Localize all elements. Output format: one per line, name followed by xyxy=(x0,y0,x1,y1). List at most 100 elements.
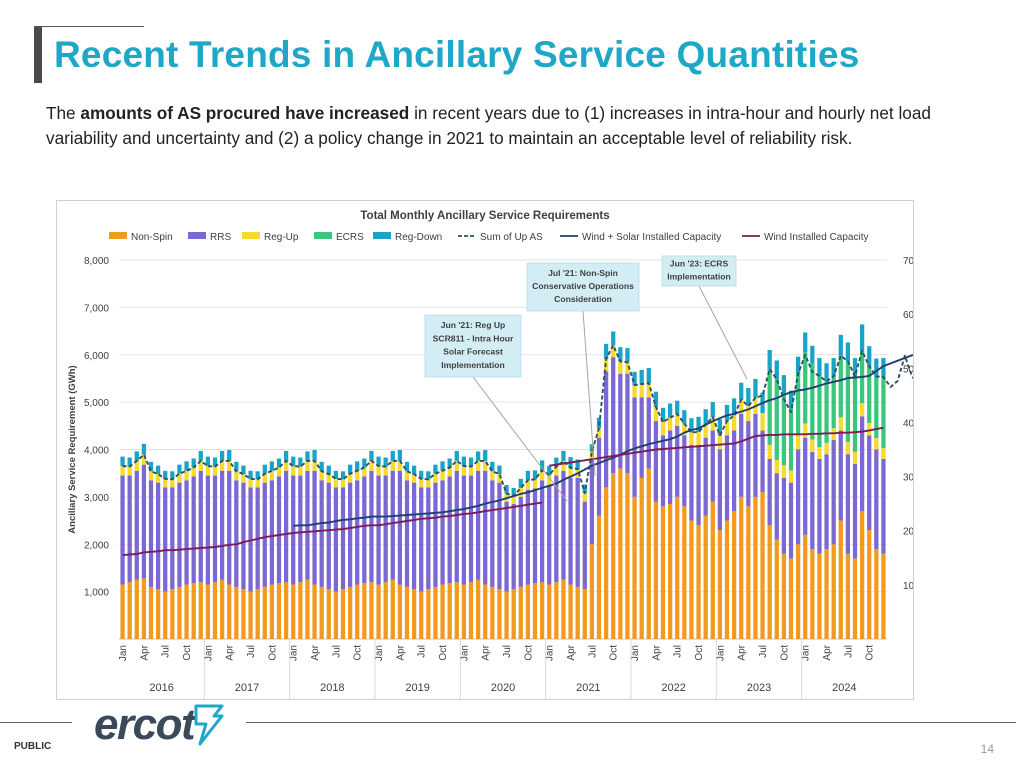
annotation-text: Solar Forecast xyxy=(443,347,503,357)
bar-non-spin xyxy=(852,558,858,639)
bar-reg-down xyxy=(838,334,843,356)
bar-reg-down xyxy=(497,465,502,475)
bar-reg-down xyxy=(582,484,587,494)
bar-reg-down xyxy=(710,402,715,418)
bar-reg-up xyxy=(170,479,175,488)
bar-reg-up xyxy=(234,471,239,481)
bar-rrs xyxy=(291,475,296,585)
bar-reg-up xyxy=(155,474,161,483)
bar-non-spin xyxy=(426,589,431,639)
x-year-label: 2023 xyxy=(747,682,771,694)
bar-rrs xyxy=(397,470,403,585)
bar-rrs xyxy=(831,440,836,545)
bar-reg-up xyxy=(212,466,218,476)
bar-reg-up xyxy=(319,471,324,481)
bar-rrs xyxy=(269,480,275,585)
bar-non-spin xyxy=(205,584,211,639)
bar-rrs xyxy=(682,435,687,507)
bar-reg-up xyxy=(454,460,459,471)
bar-non-spin xyxy=(490,586,495,639)
bar-reg-down xyxy=(141,443,147,455)
x-month-label: Jul xyxy=(673,645,684,658)
bar-non-spin xyxy=(475,579,481,639)
bar-non-spin xyxy=(362,583,367,639)
bar-non-spin xyxy=(219,579,225,639)
bar-non-spin xyxy=(340,589,346,639)
bar-non-spin xyxy=(660,506,666,639)
bar-rrs xyxy=(340,487,346,590)
bar-reg-down xyxy=(291,456,296,467)
bar-reg-down xyxy=(276,458,282,468)
bar-non-spin xyxy=(433,586,438,639)
bar-reg-down xyxy=(262,464,267,474)
title-accent-bar xyxy=(34,27,42,83)
legend-label: Reg-Up xyxy=(264,232,299,243)
bar-rrs xyxy=(618,373,623,469)
x-year-label: 2016 xyxy=(149,682,173,694)
bar-ecrs xyxy=(874,376,879,439)
bar-non-spin xyxy=(753,496,758,639)
bar-rrs xyxy=(781,477,787,554)
bar-reg-up xyxy=(532,479,538,489)
bar-reg-down xyxy=(120,456,125,467)
bar-reg-up xyxy=(205,466,211,476)
bar-rrs xyxy=(739,413,744,497)
bar-reg-down xyxy=(490,461,495,472)
x-month-label: Jul xyxy=(246,645,257,658)
bar-reg-down xyxy=(810,345,815,364)
bar-reg-up xyxy=(653,406,659,422)
bar-reg-up xyxy=(497,474,502,483)
x-month-label: Jan xyxy=(289,645,300,661)
bar-non-spin xyxy=(518,586,523,639)
bar-non-spin xyxy=(184,584,189,639)
bar-reg-up xyxy=(568,467,573,478)
y-axis-title: Ancillary Service Requirement (GWh) xyxy=(67,365,78,533)
bar-rrs xyxy=(440,480,445,585)
x-month-label: Jan xyxy=(715,645,726,661)
bar-non-spin xyxy=(675,496,680,639)
bar-rrs xyxy=(539,480,545,583)
bar-reg-up xyxy=(440,470,445,481)
bar-rrs xyxy=(490,480,495,587)
bar-reg-up xyxy=(525,480,531,490)
title-top-rule xyxy=(34,26,144,27)
bar-reg-up xyxy=(340,479,346,488)
intro-prefix: The xyxy=(46,103,81,123)
ercot-logo-icon xyxy=(194,704,224,746)
bar-ecrs xyxy=(852,376,858,452)
bar-reg-down xyxy=(753,378,758,398)
bar-rrs xyxy=(383,475,388,583)
y-tick-label: 7,000 xyxy=(84,303,109,314)
annotation-text: Jun '21: Reg Up xyxy=(441,320,506,330)
bar-rrs xyxy=(632,397,637,497)
legend-label: ECRS xyxy=(336,232,364,243)
x-month-label: Apr xyxy=(481,644,492,660)
bar-ecrs xyxy=(824,381,829,443)
bar-non-spin xyxy=(795,544,801,639)
bar-reg-up xyxy=(596,428,602,438)
bar-reg-up xyxy=(305,460,310,471)
bar-non-spin xyxy=(767,525,772,639)
bar-non-spin xyxy=(468,582,474,639)
bar-reg-up xyxy=(163,478,168,488)
bar-reg-up xyxy=(646,383,651,398)
annotation-box xyxy=(526,262,640,312)
bar-reg-down xyxy=(241,465,246,475)
bar-non-spin xyxy=(198,582,203,639)
bar-rrs xyxy=(390,470,395,580)
bar-rrs xyxy=(753,413,758,497)
bar-non-spin xyxy=(255,589,260,639)
x-year-label: 2018 xyxy=(320,682,344,694)
bar-reg-down xyxy=(731,398,737,416)
bar-reg-down xyxy=(461,456,467,467)
bar-reg-down xyxy=(433,464,438,474)
bar-reg-down xyxy=(170,471,175,480)
bar-rrs xyxy=(525,489,531,585)
bar-reg-up xyxy=(397,460,403,471)
bar-reg-down xyxy=(227,449,232,461)
legend-label: Reg-Down xyxy=(395,232,442,243)
bar-rrs xyxy=(710,430,715,502)
bar-non-spin xyxy=(397,584,403,639)
bar-rrs xyxy=(874,449,879,549)
bar-reg-down xyxy=(774,360,779,380)
